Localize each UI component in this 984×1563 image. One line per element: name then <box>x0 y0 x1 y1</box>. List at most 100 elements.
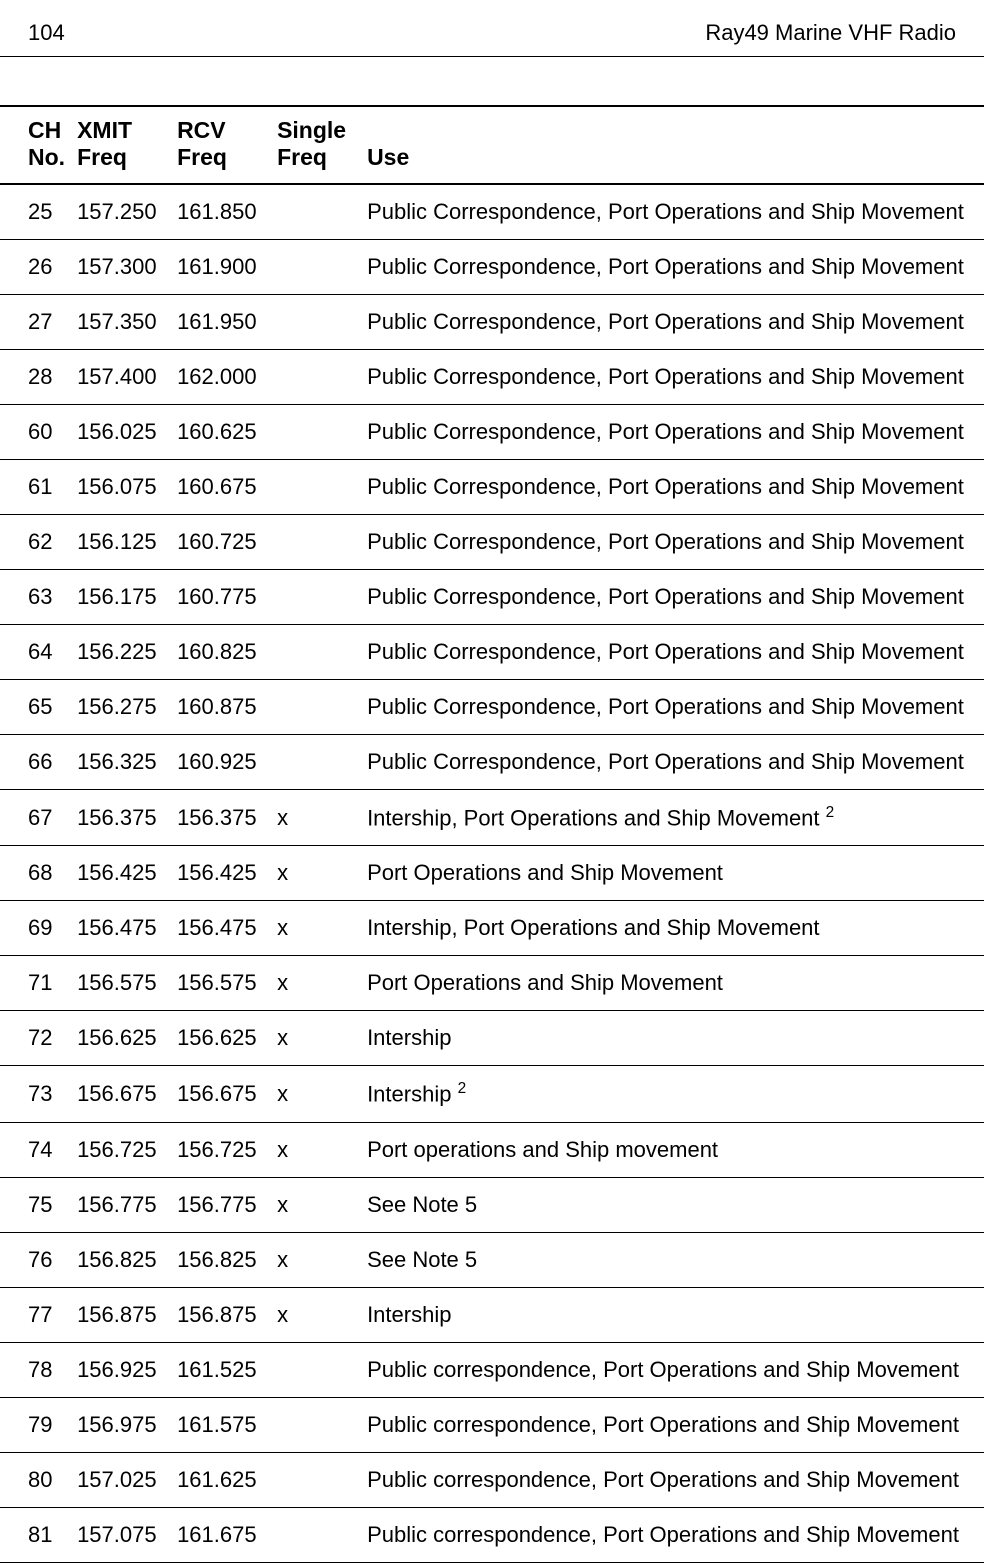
col-header-text: Freq <box>177 144 227 170</box>
table-row: 69156.475156.475xIntership, Port Operati… <box>0 901 984 956</box>
cell-use-value: Public Correspondence, Port Operations a… <box>367 254 964 279</box>
cell-rcv-value: 156.625 <box>177 1025 257 1050</box>
cell-ch: 79 <box>0 1397 71 1452</box>
cell-xmit-value: 156.025 <box>77 419 157 444</box>
cell-rcv: 161.850 <box>171 184 271 240</box>
cell-ch: 62 <box>0 515 71 570</box>
cell-xmit: 156.325 <box>71 735 171 790</box>
cell-use: Public Correspondence, Port Operations a… <box>361 460 984 515</box>
cell-use: Intership 2 <box>361 1066 984 1122</box>
footnote-superscript: 2 <box>826 804 835 821</box>
cell-use-value: Public correspondence, Port Operations a… <box>367 1522 959 1547</box>
cell-rcv-value: 156.825 <box>177 1247 257 1272</box>
cell-rcv-value: 160.825 <box>177 639 257 664</box>
table-row: 65156.275160.875Public Correspondence, P… <box>0 680 984 735</box>
table-row: 62156.125160.725Public Correspondence, P… <box>0 515 984 570</box>
cell-use-value: See Note 5 <box>367 1192 477 1217</box>
cell-rcv-value: 161.900 <box>177 254 257 279</box>
table-row: 26157.300161.900Public Correspondence, P… <box>0 240 984 295</box>
cell-rcv-value: 156.475 <box>177 915 257 940</box>
col-header-ch: CH No. <box>0 106 71 184</box>
table-row: 67156.375156.375xIntership, Port Operati… <box>0 790 984 846</box>
cell-rcv-value: 156.725 <box>177 1137 257 1162</box>
cell-sf-value: x <box>277 915 288 940</box>
cell-use-value: Public Correspondence, Port Operations a… <box>367 474 964 499</box>
table-header: CH No. XMIT Freq RCV Freq Single Freq <box>0 106 984 184</box>
cell-use: Public correspondence, Port Operations a… <box>361 1342 984 1397</box>
cell-rcv: 156.425 <box>171 846 271 901</box>
cell-sf-value: x <box>277 1247 288 1272</box>
col-header-rcv: RCV Freq <box>171 106 271 184</box>
cell-use: Public Correspondence, Port Operations a… <box>361 295 984 350</box>
cell-rcv-value: 161.525 <box>177 1357 257 1382</box>
cell-rcv-value: 160.775 <box>177 584 257 609</box>
cell-use: Public Correspondence, Port Operations a… <box>361 515 984 570</box>
cell-rcv: 160.875 <box>171 680 271 735</box>
cell-xmit-value: 156.775 <box>77 1192 157 1217</box>
cell-ch: 61 <box>0 460 71 515</box>
cell-ch-value: 25 <box>28 199 52 224</box>
cell-rcv-value: 161.950 <box>177 309 257 334</box>
cell-use: Public Correspondence, Port Operations a… <box>361 240 984 295</box>
table-row: 76156.825156.825xSee Note 5 <box>0 1232 984 1287</box>
cell-sf: x <box>271 901 361 956</box>
cell-ch-value: 72 <box>28 1025 52 1050</box>
cell-rcv: 161.675 <box>171 1507 271 1562</box>
cell-ch: 69 <box>0 901 71 956</box>
cell-use-value: Public Correspondence, Port Operations a… <box>367 199 964 224</box>
cell-rcv-value: 156.875 <box>177 1302 257 1327</box>
cell-ch: 64 <box>0 625 71 680</box>
cell-rcv: 156.875 <box>171 1287 271 1342</box>
cell-sf: x <box>271 1177 361 1232</box>
cell-ch: 26 <box>0 240 71 295</box>
cell-xmit: 156.475 <box>71 901 171 956</box>
col-header-text: RCV <box>177 117 226 143</box>
cell-use-value: Public Correspondence, Port Operations a… <box>367 529 964 554</box>
cell-ch: 73 <box>0 1066 71 1122</box>
cell-rcv-value: 161.575 <box>177 1412 257 1437</box>
cell-ch: 63 <box>0 570 71 625</box>
cell-rcv-value: 161.850 <box>177 199 257 224</box>
col-header-text: Single <box>277 117 346 143</box>
cell-ch-value: 60 <box>28 419 52 444</box>
cell-sf: x <box>271 846 361 901</box>
cell-sf: x <box>271 790 361 846</box>
cell-use: Public Correspondence, Port Operations a… <box>361 680 984 735</box>
cell-xmit-value: 156.175 <box>77 584 157 609</box>
cell-xmit: 156.675 <box>71 1066 171 1122</box>
cell-sf <box>271 460 361 515</box>
cell-ch-value: 62 <box>28 529 52 554</box>
cell-ch-value: 61 <box>28 474 52 499</box>
cell-sf <box>271 405 361 460</box>
cell-use-value: Public Correspondence, Port Operations a… <box>367 584 964 609</box>
cell-use-value: Port Operations and Ship Movement <box>367 970 723 995</box>
cell-rcv-value: 160.675 <box>177 474 257 499</box>
cell-sf <box>271 735 361 790</box>
cell-ch-value: 28 <box>28 364 52 389</box>
cell-use: Intership, Port Operations and Ship Move… <box>361 901 984 956</box>
cell-xmit-value: 157.075 <box>77 1522 157 1547</box>
cell-sf <box>271 1342 361 1397</box>
cell-xmit-value: 156.875 <box>77 1302 157 1327</box>
cell-ch: 80 <box>0 1452 71 1507</box>
cell-rcv: 161.900 <box>171 240 271 295</box>
cell-sf <box>271 1507 361 1562</box>
table-row: 78156.925161.525Public correspondence, P… <box>0 1342 984 1397</box>
cell-rcv: 160.775 <box>171 570 271 625</box>
table-row: 81157.075161.675Public correspondence, P… <box>0 1507 984 1562</box>
cell-ch: 68 <box>0 846 71 901</box>
table-row: 25157.250161.850Public Correspondence, P… <box>0 184 984 240</box>
table-row: 79156.975161.575Public correspondence, P… <box>0 1397 984 1452</box>
cell-xmit-value: 156.925 <box>77 1357 157 1382</box>
cell-use: Port Operations and Ship Movement <box>361 956 984 1011</box>
cell-use: Public Correspondence, Port Operations a… <box>361 570 984 625</box>
cell-ch: 66 <box>0 735 71 790</box>
cell-rcv-value: 161.675 <box>177 1522 257 1547</box>
cell-xmit-value: 156.375 <box>77 805 157 830</box>
cell-rcv: 160.925 <box>171 735 271 790</box>
cell-ch-value: 63 <box>28 584 52 609</box>
cell-sf-value: x <box>277 1192 288 1217</box>
cell-rcv: 160.625 <box>171 405 271 460</box>
document-title: Ray49 Marine VHF Radio <box>705 20 956 46</box>
cell-use: Intership <box>361 1011 984 1066</box>
